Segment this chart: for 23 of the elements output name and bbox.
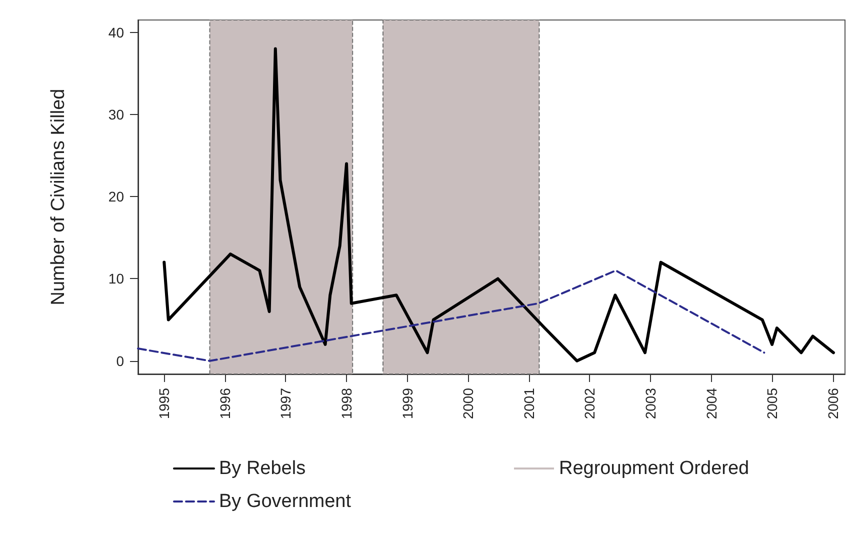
x-tick-label: 2006 xyxy=(824,388,841,420)
line-series xyxy=(162,47,835,362)
y-tick-label: 10 xyxy=(108,270,124,287)
x-tick-label: 1999 xyxy=(399,388,416,420)
x-tick-label: 2000 xyxy=(460,388,476,420)
y-tick-label: 40 xyxy=(108,24,124,40)
legend-label: By Rebels xyxy=(219,458,306,479)
x-tick-label: 2001 xyxy=(520,388,537,420)
legend-label: By Government xyxy=(219,491,352,512)
y-tick-label: 30 xyxy=(108,106,124,122)
line-series xyxy=(137,270,766,362)
x-tick-label: 1996 xyxy=(216,388,233,420)
x-tick-label: 2003 xyxy=(642,388,658,420)
x-tick-label: 2002 xyxy=(582,388,598,420)
y-tick-label: 20 xyxy=(108,188,124,205)
y-axis-title: Number of Civilians Killed xyxy=(48,88,69,306)
x-tick-label: 2005 xyxy=(764,388,780,420)
x-tick-label: 1995 xyxy=(156,388,172,420)
x-tick-label: 1998 xyxy=(338,388,355,420)
x-tick-label: 1997 xyxy=(278,388,294,420)
y-tick-label: 0 xyxy=(116,352,124,369)
legend-label: Regroupment Ordered xyxy=(559,458,750,479)
x-tick-label: 2004 xyxy=(703,388,720,420)
